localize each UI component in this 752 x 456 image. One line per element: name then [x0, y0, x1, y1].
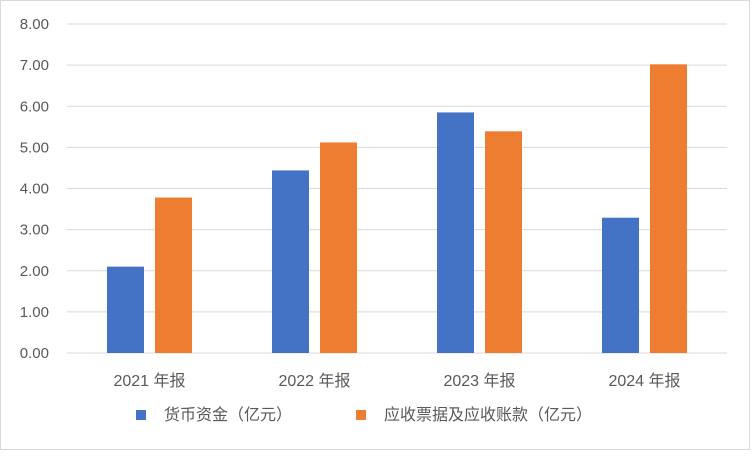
bars: [107, 64, 687, 354]
legend: 货币资金（亿元） 应收票据及应收账款（亿元）: [136, 405, 592, 424]
bar-receivables-0: [155, 197, 192, 353]
bar-cash-0: [107, 266, 144, 353]
y-tick-label: 0.00: [20, 345, 49, 362]
y-axis-tick-labels: 0.00 1.00 2.00 3.00 4.00 5.00 6.00 7.00 8.00: [20, 16, 49, 362]
x-axis-tick-labels: 2021 年报 2022 年报 2023 年报 2024 年报: [113, 372, 680, 390]
bar-cash-3: [602, 217, 639, 353]
bar-receivables-1: [320, 142, 357, 353]
bar-cash-1: [272, 170, 309, 353]
x-tick-label: 2023 年报: [443, 372, 515, 390]
bar-receivables-3: [650, 64, 687, 354]
y-tick-label: 5.00: [20, 139, 49, 156]
y-tick-label: 7.00: [20, 57, 49, 74]
x-tick-label: 2024 年报: [608, 372, 680, 390]
legend-swatch: [356, 410, 366, 420]
bar-cash-2: [437, 112, 474, 353]
y-tick-label: 2.00: [20, 263, 49, 280]
y-tick-label: 3.00: [20, 222, 49, 239]
legend-label: 货币资金（亿元）: [164, 406, 292, 424]
legend-swatch: [136, 410, 146, 420]
y-tick-label: 4.00: [20, 181, 49, 198]
y-tick-label: 6.00: [20, 98, 49, 115]
x-tick-label: 2022 年报: [278, 372, 350, 390]
y-tick-label: 8.00: [20, 16, 49, 33]
x-tick-label: 2021 年报: [113, 372, 185, 390]
legend-label: 应收票据及应收账款（亿元）: [384, 405, 592, 424]
y-tick-label: 1.00: [20, 304, 49, 321]
bar-receivables-2: [485, 131, 522, 353]
